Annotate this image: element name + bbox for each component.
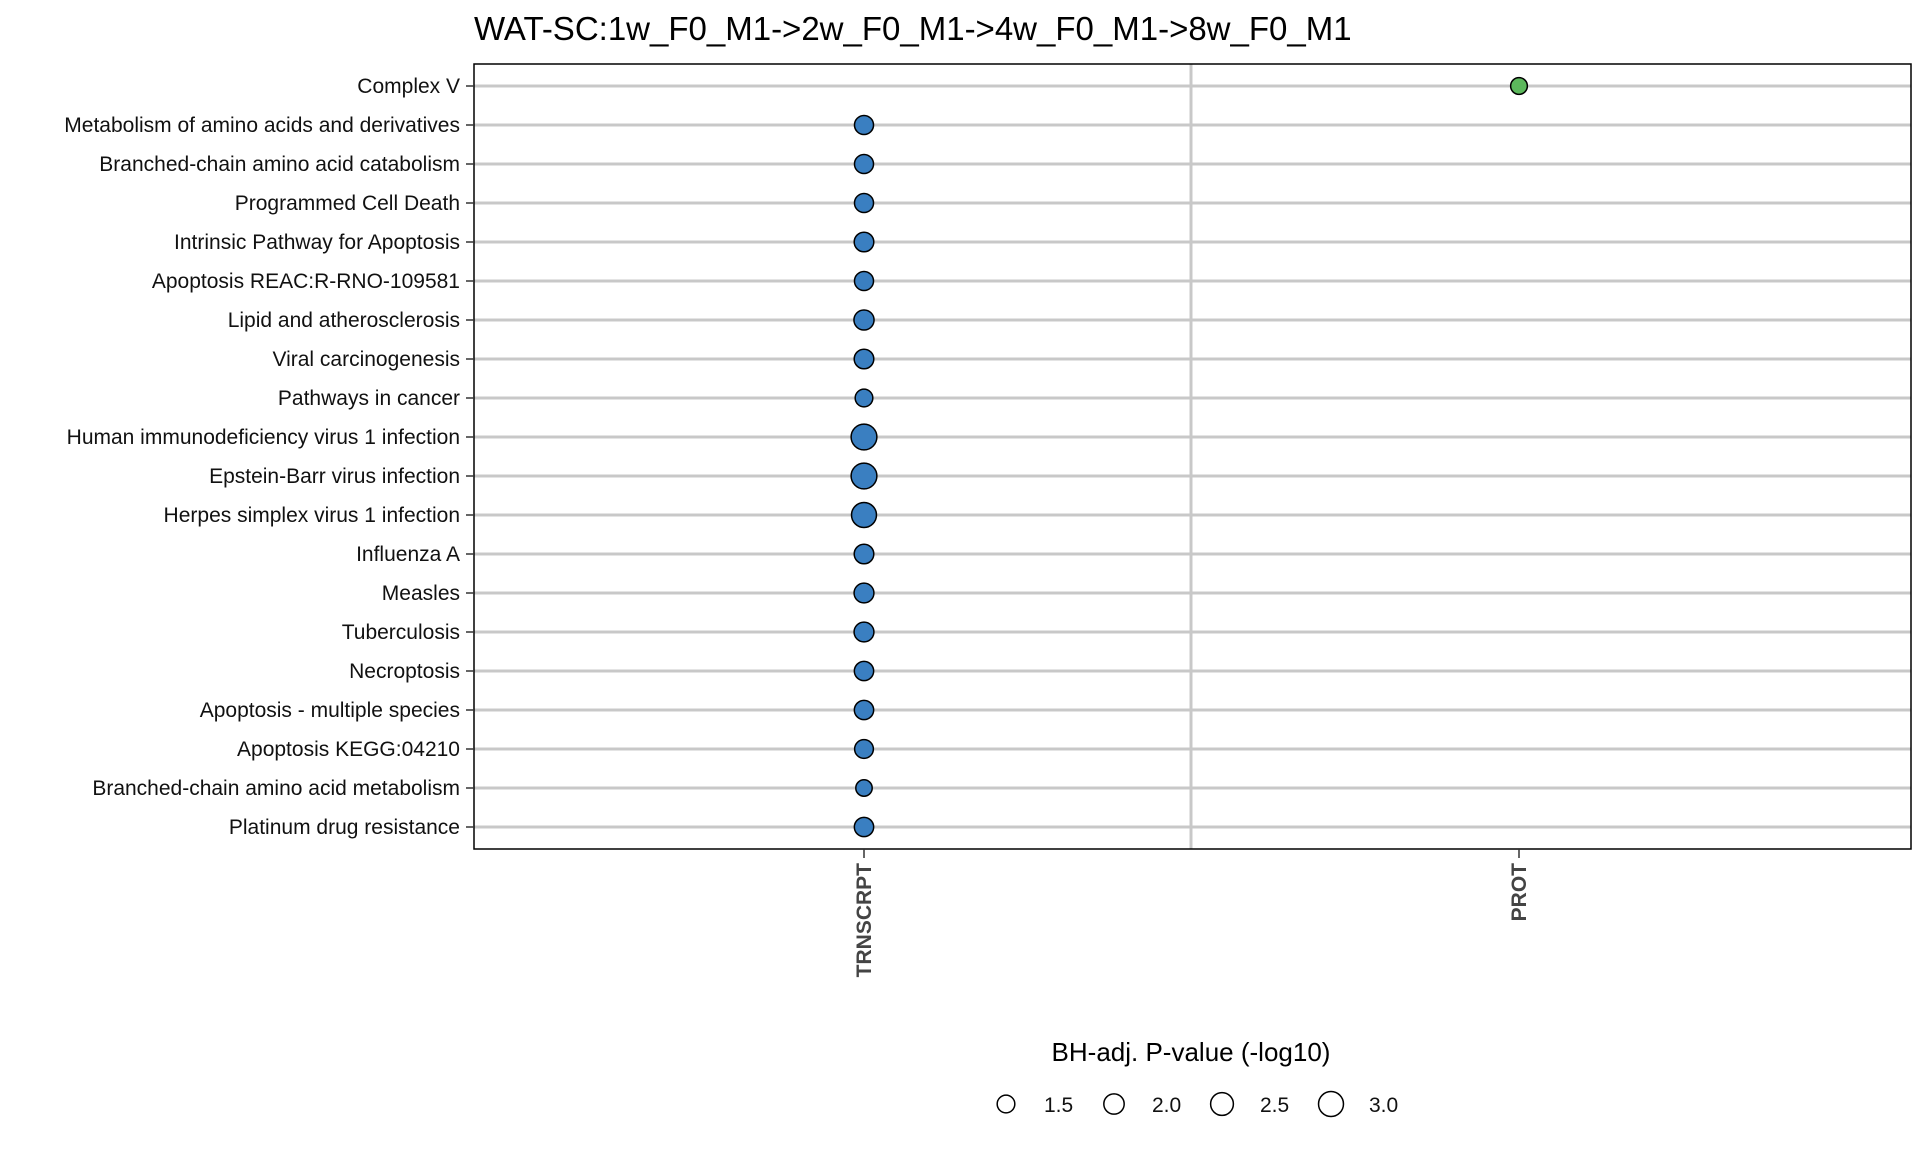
legend-key [996, 1094, 1016, 1114]
x-tick-label: TRNSCRPT [853, 863, 876, 978]
y-tick-label: Metabolism of amino acids and derivative… [64, 114, 460, 137]
y-tick-label: Complex V [357, 75, 460, 98]
x-tick-label: PROT [1508, 863, 1531, 922]
legend-key [1103, 1093, 1125, 1115]
data-point [855, 779, 873, 797]
y-tick-label: Influenza A [356, 543, 460, 566]
data-points [850, 76, 1529, 838]
y-tick-label: Intrinsic Pathway for Apoptosis [174, 231, 460, 254]
data-point [853, 231, 875, 253]
data-point [853, 738, 875, 760]
legend-title: BH-adj. P-value (-log10) [1052, 1037, 1331, 1067]
y-tick-label: Epstein-Barr virus infection [209, 465, 460, 488]
x-axis: TRNSCRPT PROT [853, 849, 1531, 977]
y-axis: Complex V Metabolism of amino acids and d… [64, 75, 474, 839]
data-point [1509, 76, 1529, 96]
data-point [853, 621, 875, 643]
legend-key [1317, 1090, 1345, 1118]
y-tick-label: Lipid and atherosclerosis [228, 309, 460, 332]
y-tick-label: Programmed Cell Death [235, 192, 460, 215]
y-tick-label: Pathways in cancer [278, 387, 460, 410]
y-tick-label: Branched-chain amino acid catabolism [99, 153, 460, 176]
legend-label: 3.0 [1369, 1094, 1398, 1117]
y-tick-label: Necroptosis [349, 660, 460, 683]
data-point [850, 423, 878, 451]
y-tick-label: Apoptosis - multiple species [200, 699, 460, 722]
data-point [853, 192, 875, 214]
y-tick-label: Apoptosis KEGG:04210 [237, 738, 460, 761]
data-point [853, 816, 875, 838]
data-point [854, 388, 874, 408]
y-tick-label: Human immunodeficiency virus 1 infection [67, 426, 460, 449]
legend-label: 2.0 [1152, 1094, 1181, 1117]
y-tick-label: Herpes simplex virus 1 infection [164, 504, 460, 527]
y-tick-label: Platinum drug resistance [229, 816, 460, 839]
legend-key [1209, 1091, 1235, 1117]
data-point [853, 348, 875, 370]
plot-border [473, 63, 1912, 850]
y-tick-label: Apoptosis REAC:R-RNO-109581 [152, 270, 460, 293]
data-point [853, 660, 875, 682]
data-point [853, 543, 875, 565]
size-legend: 1.5 2.0 2.5 3.0 [996, 1090, 1398, 1118]
y-tick-label: Viral carcinogenesis [272, 348, 460, 371]
data-point [853, 153, 875, 175]
legend-label: 2.5 [1260, 1094, 1289, 1117]
legend-label: 1.5 [1044, 1094, 1073, 1117]
data-point [853, 114, 875, 136]
chart-title: WAT-SC:1w_F0_M1->2w_F0_M1->4w_F0_M1->8w_… [474, 10, 1352, 47]
data-point [850, 462, 878, 490]
y-tick-label: Tuberculosis [342, 621, 460, 644]
grid-lines [474, 64, 1911, 849]
data-point [853, 309, 875, 331]
y-tick-label: Measles [382, 582, 460, 605]
y-tick-label: Branched-chain amino acid metabolism [92, 777, 460, 800]
data-point [853, 270, 875, 292]
data-point [853, 582, 875, 604]
data-point [850, 501, 878, 529]
data-point [853, 699, 875, 721]
